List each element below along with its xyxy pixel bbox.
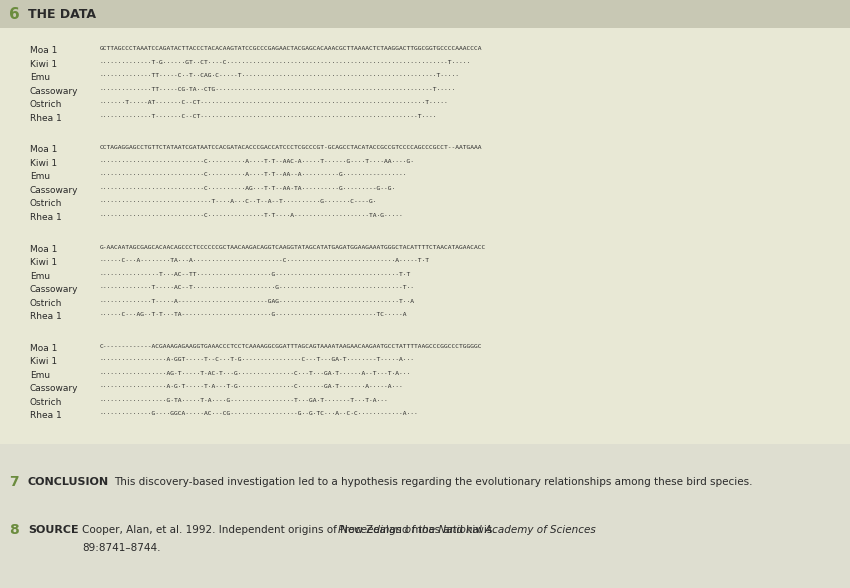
Text: CCTAGAGGAGCCTGTTCTATAATCGATAATCCACGATACACCCGACCATCCCTCGCCCGT-GCAGCCTACATACCGCCGT: CCTAGAGGAGCCTGTTCTATAATCGATAATCCACGATACA… (100, 145, 483, 151)
Text: Cassowary: Cassowary (30, 385, 78, 393)
Text: C-------------ACGAAAGAGAAGGTGAAACCCTCCTCAAAAGGCGGATTTAGCAGTAAAATAAGAACAAGAATGCCT: C-------------ACGAAAGAGAAGGTGAAACCCTCCTC… (100, 344, 483, 349)
Text: -·················A·GGT·····T·-C···T·G················C···T···GA·T·······-T·····: -·················A·GGT·····T·-C···T·G··… (100, 358, 415, 362)
Text: ··············T·······C··CT·····················································: ··············T·······C··CT·············… (100, 113, 438, 119)
Text: ··············T·G······GT··CT····C··············································: ··············T·G······GT··CT····C······… (100, 59, 471, 65)
Text: Moa 1: Moa 1 (30, 344, 57, 353)
Text: -·················G·TA·····T·A····G·················T···GA·T······-T···T·A···: -·················G·TA·····T·A····G·····… (100, 398, 388, 403)
Text: ··············TT·····CG·TA··CTG·················································: ··············TT·····CG·TA··CTG·········… (100, 86, 456, 92)
FancyBboxPatch shape (0, 444, 850, 588)
Text: Rhea 1: Rhea 1 (30, 312, 62, 321)
Text: Proceedings of the National Academy of Sciences: Proceedings of the National Academy of S… (338, 525, 596, 535)
Text: This discovery-based investigation led to a hypothesis regarding the evolutionar: This discovery-based investigation led t… (114, 477, 752, 487)
Text: Emu: Emu (30, 73, 50, 82)
Text: ····························C··········AG···T·T··AA·TA··········G·······--G··G·: ····························C··········A… (100, 186, 396, 191)
Text: ····························C···············T·T····A·-··················TA·G····: ····························C···········… (100, 213, 404, 218)
FancyBboxPatch shape (0, 0, 850, 444)
FancyBboxPatch shape (0, 0, 850, 28)
Text: ······C···AG··T·T···TA--······················G···························TC····: ······C···AG··T·T···TA--················… (100, 312, 407, 317)
Text: 89:8741–8744.: 89:8741–8744. (82, 543, 161, 553)
Text: Moa 1: Moa 1 (30, 145, 57, 154)
Text: Kiwi 1: Kiwi 1 (30, 59, 57, 69)
Text: Ostrich: Ostrich (30, 299, 62, 308)
Text: -·················AG·T·····T·AC·T···G···············C···T···GA·T······A-·T···T·A: -·················AG·T·····T·AC·T···G···… (100, 371, 411, 376)
Text: Cooper, Alan, et al. 1992. Independent origins of New Zealand moas and kiwis.: Cooper, Alan, et al. 1992. Independent o… (82, 525, 499, 535)
Text: ····························C··········A····T·T··AAC-A·····T······G····T····AA··: ····························C··········A… (100, 159, 415, 164)
Text: Rhea 1: Rhea 1 (30, 113, 62, 123)
Text: ·······T·····AT·······C··CT·····················································: ·······T·····AT·······C··CT·············… (100, 100, 449, 105)
Text: Emu: Emu (30, 272, 50, 280)
Text: -·············G····GGCA·····AC···CG··················G··G·TC···A··C·C········-··: -·············G····GGCA·····AC···CG·····… (100, 412, 419, 416)
Text: ·-············T·····AC--T······················G································: ·-············T·····AC--T···············… (100, 285, 415, 290)
Text: Emu: Emu (30, 371, 50, 380)
Text: ·-····C···A········TA···A························C·····························A: ·-····C···A········TA···A···············… (100, 258, 430, 263)
Text: ······························T····A···C··T··A--T··········G·······C----G·: ······························T····A···C… (100, 199, 377, 205)
Text: GCTTAGCCCTAAATCCAGATACTTACCCTACACAAGTATCCGCCCGAGAACTACGAGCACAAACGCTTAAAACTCTAAGG: GCTTAGCCCTAAATCCAGATACTTACCCTACACAAGTATC… (100, 46, 483, 51)
Text: Cassowary: Cassowary (30, 285, 78, 294)
Text: SOURCE: SOURCE (28, 525, 78, 535)
Text: Moa 1: Moa 1 (30, 245, 57, 253)
Text: 6: 6 (8, 6, 20, 22)
Text: ·-··············T···AC--TT····················G·································: ·-··············T···AC--TT··············… (100, 272, 411, 276)
Text: Kiwi 1: Kiwi 1 (30, 258, 57, 267)
Text: Ostrich: Ostrich (30, 100, 62, 109)
Text: Kiwi 1: Kiwi 1 (30, 159, 57, 168)
Text: Moa 1: Moa 1 (30, 46, 57, 55)
Text: Rhea 1: Rhea 1 (30, 213, 62, 222)
Text: ·-············T·····A--······················GAG································: ·-············T·····A--·················… (100, 299, 415, 303)
Text: Cassowary: Cassowary (30, 186, 78, 195)
Text: Rhea 1: Rhea 1 (30, 412, 62, 420)
Text: Ostrich: Ostrich (30, 199, 62, 208)
Text: Emu: Emu (30, 172, 50, 181)
Text: THE DATA: THE DATA (28, 8, 96, 21)
Text: 8: 8 (9, 523, 19, 537)
Text: 7: 7 (9, 475, 19, 489)
Text: Ostrich: Ostrich (30, 398, 62, 407)
Text: ····························C··········A····T·T··AA·-A··········G········--·····: ····························C··········A… (100, 172, 407, 178)
Text: ··············TT·····C··T··CAG·C·····T··········································: ··············TT·····C··T··CAG·C·····T··… (100, 73, 460, 78)
Text: -·················A·G·T·····T·A···T·G···············C·······GA·T·······A·····A··: -·················A·G·T·····T·A···T·G···… (100, 385, 404, 389)
Text: CONCLUSION: CONCLUSION (28, 477, 109, 487)
Text: Cassowary: Cassowary (30, 86, 78, 96)
Text: G-AACAATAGCGAGCACAACAGCCCTCCCCCCGCTAACAAGACAGGTCAAGGTATAGCATATGAGATGGAAGAAATGGGC: G-AACAATAGCGAGCACAACAGCCCTCCCCCCGCTAACAA… (100, 245, 486, 249)
Text: Kiwi 1: Kiwi 1 (30, 358, 57, 366)
